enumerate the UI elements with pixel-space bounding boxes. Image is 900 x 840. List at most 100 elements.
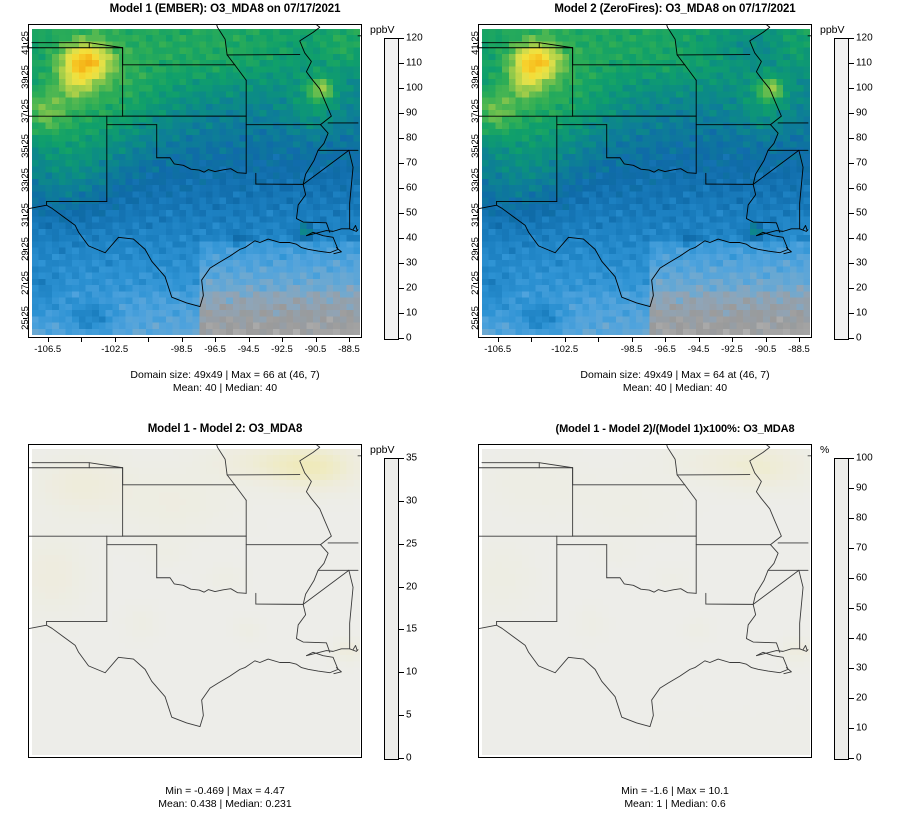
y-axis-tick	[473, 77, 477, 78]
panel-model2: Model 2 (ZeroFires): O3_MDA8 on 07/17/20…	[450, 0, 900, 420]
y-axis-label: 41.25	[20, 30, 31, 55]
panel-model1: Model 1 (EMBER): O3_MDA8 on 07/17/2021 -…	[0, 0, 450, 420]
y-axis-tick	[23, 42, 27, 44]
x-axis-tick	[248, 338, 250, 342]
colorbar-gradient	[834, 38, 849, 340]
colorbar-tick-label: 90	[856, 482, 868, 494]
y-axis-label: 25.25	[470, 305, 481, 330]
x-axis-label: -102.5	[101, 344, 129, 355]
x-axis-label: -98.5	[620, 344, 643, 355]
colorbar-unit-label: ppbV	[820, 24, 845, 36]
caption-line-1: Domain size: 49x49 | Max = 66 at (46, 7)	[130, 369, 320, 381]
colorbar-tick-label: 0	[856, 332, 862, 344]
colorbar-tick	[399, 263, 404, 264]
colorbar-tick	[849, 338, 854, 339]
y-axis-label: 27.25	[470, 271, 481, 296]
colorbar-tick	[849, 188, 854, 189]
map-plot-area[interactable]	[28, 444, 362, 758]
colorbar-tick-label: 60	[856, 182, 868, 194]
x-axis-tick	[349, 338, 350, 342]
percent-difference-raster	[482, 449, 810, 755]
y-axis-label: 35.25	[470, 133, 481, 158]
y-axis-label: 39.25	[470, 65, 481, 89]
colorbar-tick	[849, 288, 854, 289]
x-axis-tick	[598, 338, 600, 342]
y-axis-label: 29.25	[20, 237, 31, 261]
x-axis-tick	[181, 338, 183, 342]
y-axis-tick	[473, 111, 477, 113]
difference-raster	[32, 449, 360, 755]
y-axis-tick	[23, 180, 27, 182]
y-axis-label: 35.25	[20, 133, 31, 158]
colorbar-tick-label: 35	[406, 452, 418, 464]
panel-percent-difference: (Model 1 - Model 2)/(Model 1)x100%: O3_M…	[450, 420, 900, 840]
colorbar-tick-label: 110	[406, 57, 422, 69]
colorbar-tick	[399, 38, 404, 39]
x-axis-label: -92.5	[721, 344, 743, 355]
y-axis-tick	[473, 145, 477, 147]
colorbar-tick-label: 80	[856, 512, 868, 524]
colorbar-tick	[849, 458, 854, 459]
colorbar-tick	[399, 586, 404, 588]
colorbar-tick-label: 30	[856, 662, 868, 674]
x-axis-label: -106.5	[34, 344, 62, 355]
colorbar-tick-label: 40	[856, 232, 868, 244]
colorbar-tick-label: 30	[406, 257, 418, 269]
colorbar-tick-label: 90	[406, 107, 418, 119]
colorbar-unit-label: ppbV	[370, 444, 395, 456]
panel-title: Model 1 - Model 2: O3_MDA8	[147, 423, 303, 435]
map-plot-area[interactable]	[478, 24, 812, 338]
caption-line-1: Domain size: 49x49 | Max = 64 at (46, 7)	[580, 369, 770, 381]
y-axis-tick	[473, 248, 477, 250]
colorbar-tick-label: 80	[856, 132, 868, 144]
x-axis-tick	[732, 338, 733, 342]
colorbar-tick-label: 15	[406, 623, 418, 635]
x-axis-tick	[148, 338, 150, 342]
colorbar-tick	[399, 138, 404, 139]
x-axis-label: -90.5	[304, 344, 327, 355]
x-axis-label: -96.5	[654, 344, 676, 355]
map-plot-area[interactable]	[28, 24, 362, 338]
y-axis-label: 29.25	[470, 237, 481, 261]
panel-caption: Domain size: 49x49 | Max = 66 at (46, 7)…	[0, 369, 450, 395]
colorbar-tick	[849, 548, 854, 549]
colorbar-tick	[849, 488, 854, 489]
x-axis-label: -90.5	[754, 344, 777, 355]
colorbar-tick-label: 0	[406, 752, 412, 764]
y-axis-tick	[473, 317, 477, 319]
colorbar-tick	[399, 213, 404, 214]
colorbar-tick-label: 50	[406, 207, 418, 219]
map-plot-area[interactable]	[478, 444, 812, 758]
colorbar-tick-label: 30	[856, 257, 868, 269]
colorbar-tick-label: 90	[856, 107, 868, 119]
colorbar-tick-label: 120	[406, 32, 423, 44]
y-axis-tick	[23, 214, 27, 216]
colorbar-tick	[849, 728, 854, 729]
y-axis-label: 33.25	[20, 168, 31, 192]
colorbar-tick-label: 10	[856, 722, 868, 734]
colorbar-tick	[399, 163, 404, 164]
colorbar-unit-label: ppbV	[370, 24, 395, 36]
x-axis-label: -102.5	[551, 344, 579, 355]
colorbar-tick-label: 30	[406, 495, 418, 507]
y-axis-label: 41.25	[470, 30, 481, 55]
y-axis-tick	[473, 283, 477, 285]
colorbar-tick	[399, 88, 404, 89]
colorbar-tick	[399, 543, 404, 545]
colorbar-tick	[849, 608, 854, 609]
y-axis-label: 31.25	[20, 202, 31, 227]
colorbar-tick-label: 20	[856, 282, 868, 294]
colorbar-tick	[399, 238, 404, 239]
colorbar-tick-label: 20	[856, 692, 868, 704]
x-axis-tick	[114, 338, 116, 342]
colorbar-tick	[399, 63, 404, 64]
colorbar-tick	[849, 88, 854, 89]
x-axis-label: -88.5	[788, 344, 810, 355]
panel-caption: Min = -1.6 | Max = 10.1 Mean: 1 | Median…	[450, 785, 900, 811]
caption-line-2: Mean: 0.438 | Median: 0.231	[158, 798, 292, 810]
panel-difference: Model 1 - Model 2: O3_MDA8 Min = -0.469 …	[0, 420, 450, 840]
colorbar-tick	[399, 113, 404, 114]
x-axis-label: -94.5	[237, 344, 260, 355]
x-axis-tick	[665, 338, 667, 342]
colorbar-tick-label: 5	[406, 709, 412, 721]
